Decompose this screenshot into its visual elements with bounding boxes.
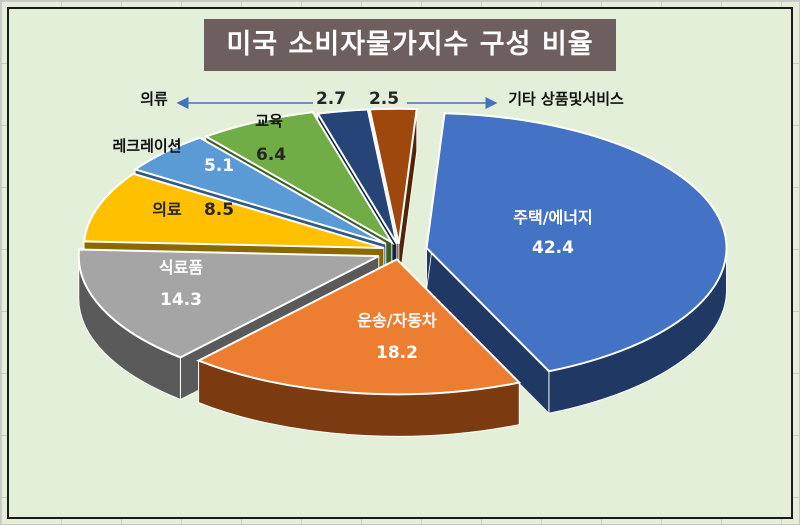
slice-value-5: 6.4 <box>256 145 286 165</box>
pie-slice-0 <box>425 112 728 373</box>
slice-value-7: 2.5 <box>369 89 399 109</box>
slice-label-4: 레크레이션 <box>112 137 181 155</box>
slice-label-5: 교육 <box>255 112 283 130</box>
pie-slice-2 <box>77 248 380 359</box>
pie-slice-5 <box>203 111 395 246</box>
pie-slice-1 <box>196 258 522 396</box>
pie-slice-7 <box>368 107 418 245</box>
pie-slice-6 <box>316 108 398 245</box>
chart-title: 미국 소비자물가지수 구성 비율 <box>204 19 616 71</box>
slice-value-0: 42.4 <box>532 238 574 258</box>
pie-slice-4 <box>132 136 387 245</box>
slice-value-3: 8.5 <box>204 200 234 220</box>
slice-value-1: 18.2 <box>376 343 418 363</box>
slice-label-0: 주택/에너지 <box>513 208 592 227</box>
slice-value-6: 2.7 <box>316 89 346 109</box>
slice-label-3: 의료 <box>152 200 182 219</box>
pie-slice-3 <box>83 172 385 250</box>
slice-label-7: 기타 상품및서비스 <box>508 90 624 108</box>
slice-value-2: 14.3 <box>160 290 202 310</box>
slice-value-4: 5.1 <box>204 156 234 176</box>
slice-label-6: 의류 <box>140 90 168 108</box>
slice-label-2: 식료품 <box>159 258 203 277</box>
slice-label-1: 운송/자동차 <box>357 311 437 330</box>
